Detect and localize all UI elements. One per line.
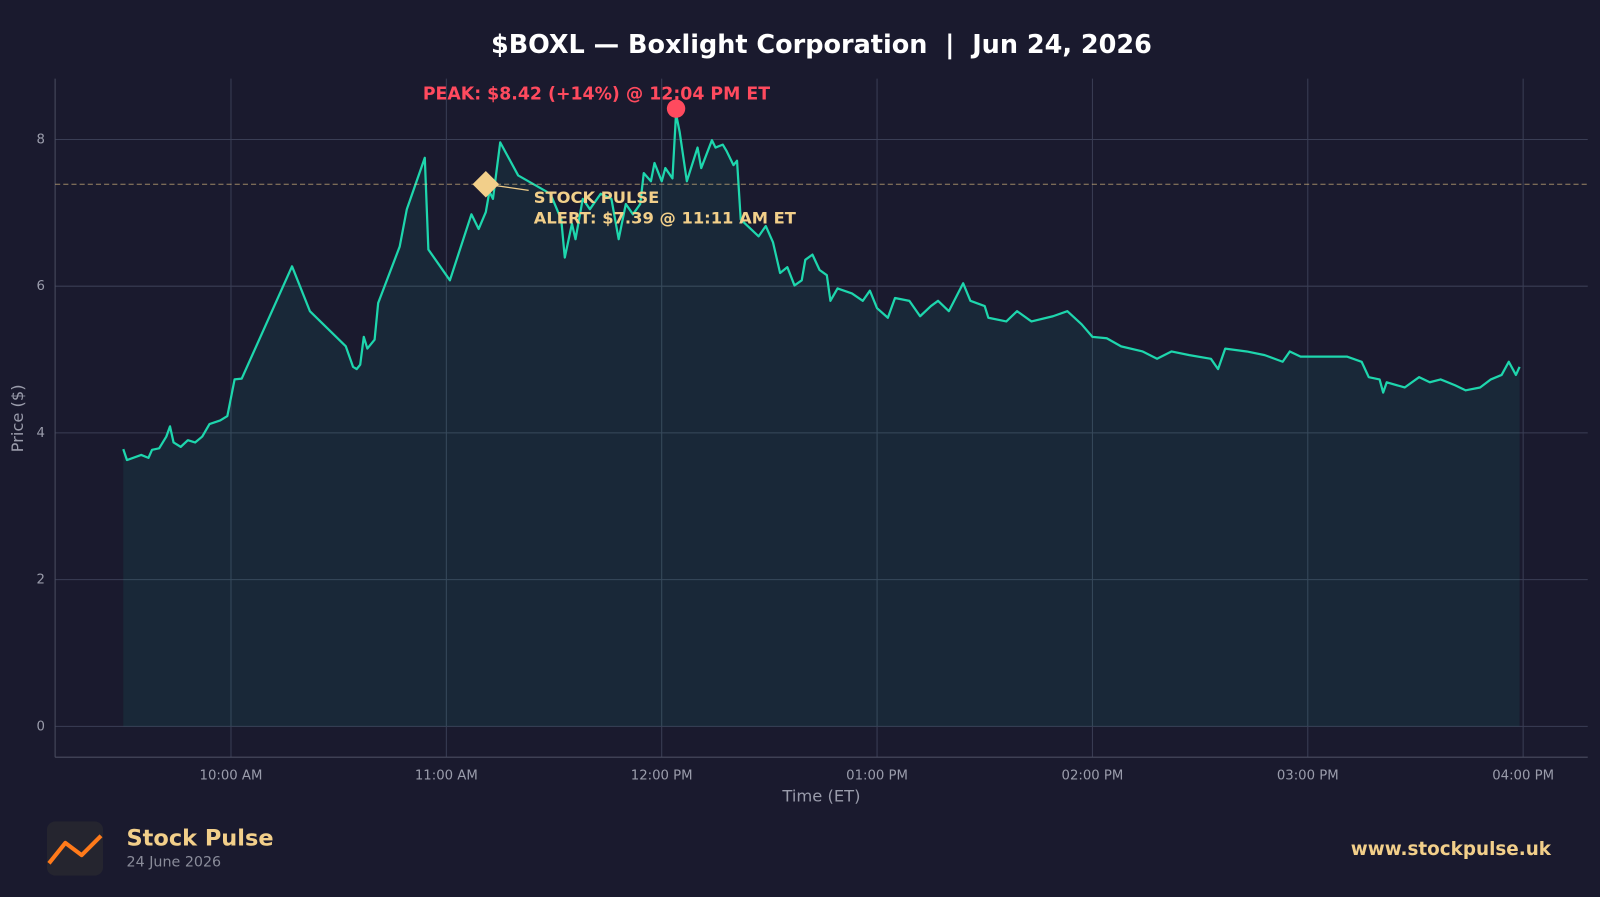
peak-label: PEAK: $8.42 (+14%) @ 12:04 PM ET [423, 84, 770, 104]
peak-marker [666, 99, 686, 118]
x-tick-label: 11:00 AM [415, 769, 478, 784]
y-tick-label: 6 [36, 279, 44, 294]
alert-label: STOCK PULSE [534, 188, 660, 207]
alert-label: ALERT: $7.39 @ 11:11 AM ET [534, 208, 797, 227]
x-tick-label: 03:00 PM [1277, 769, 1339, 784]
y-axis-label: Price ($) [8, 384, 27, 452]
x-axis-label: Time (ET) [781, 786, 860, 805]
logo [46, 821, 104, 876]
x-tick-label: 02:00 PM [1062, 769, 1124, 784]
website: www.stockpulse.uk [1351, 839, 1552, 860]
brand-date: 24 June 2026 [127, 854, 222, 870]
y-tick-label: 0 [36, 719, 44, 734]
y-tick-label: 8 [36, 132, 44, 147]
y-tick-label: 4 [36, 426, 44, 441]
x-tick-label: 01:00 PM [846, 769, 908, 784]
chart-title: $BOXL — Boxlight Corporation | Jun 24, 2… [491, 30, 1152, 60]
x-tick-label: 10:00 AM [200, 769, 263, 784]
y-tick-label: 2 [36, 573, 44, 588]
x-tick-label: 12:00 PM [631, 769, 693, 784]
price-line [122, 112, 1521, 462]
brand-name: Stock Pulse [127, 825, 274, 851]
x-tick-label: 04:00 PM [1492, 769, 1554, 784]
price-area [123, 113, 1520, 727]
